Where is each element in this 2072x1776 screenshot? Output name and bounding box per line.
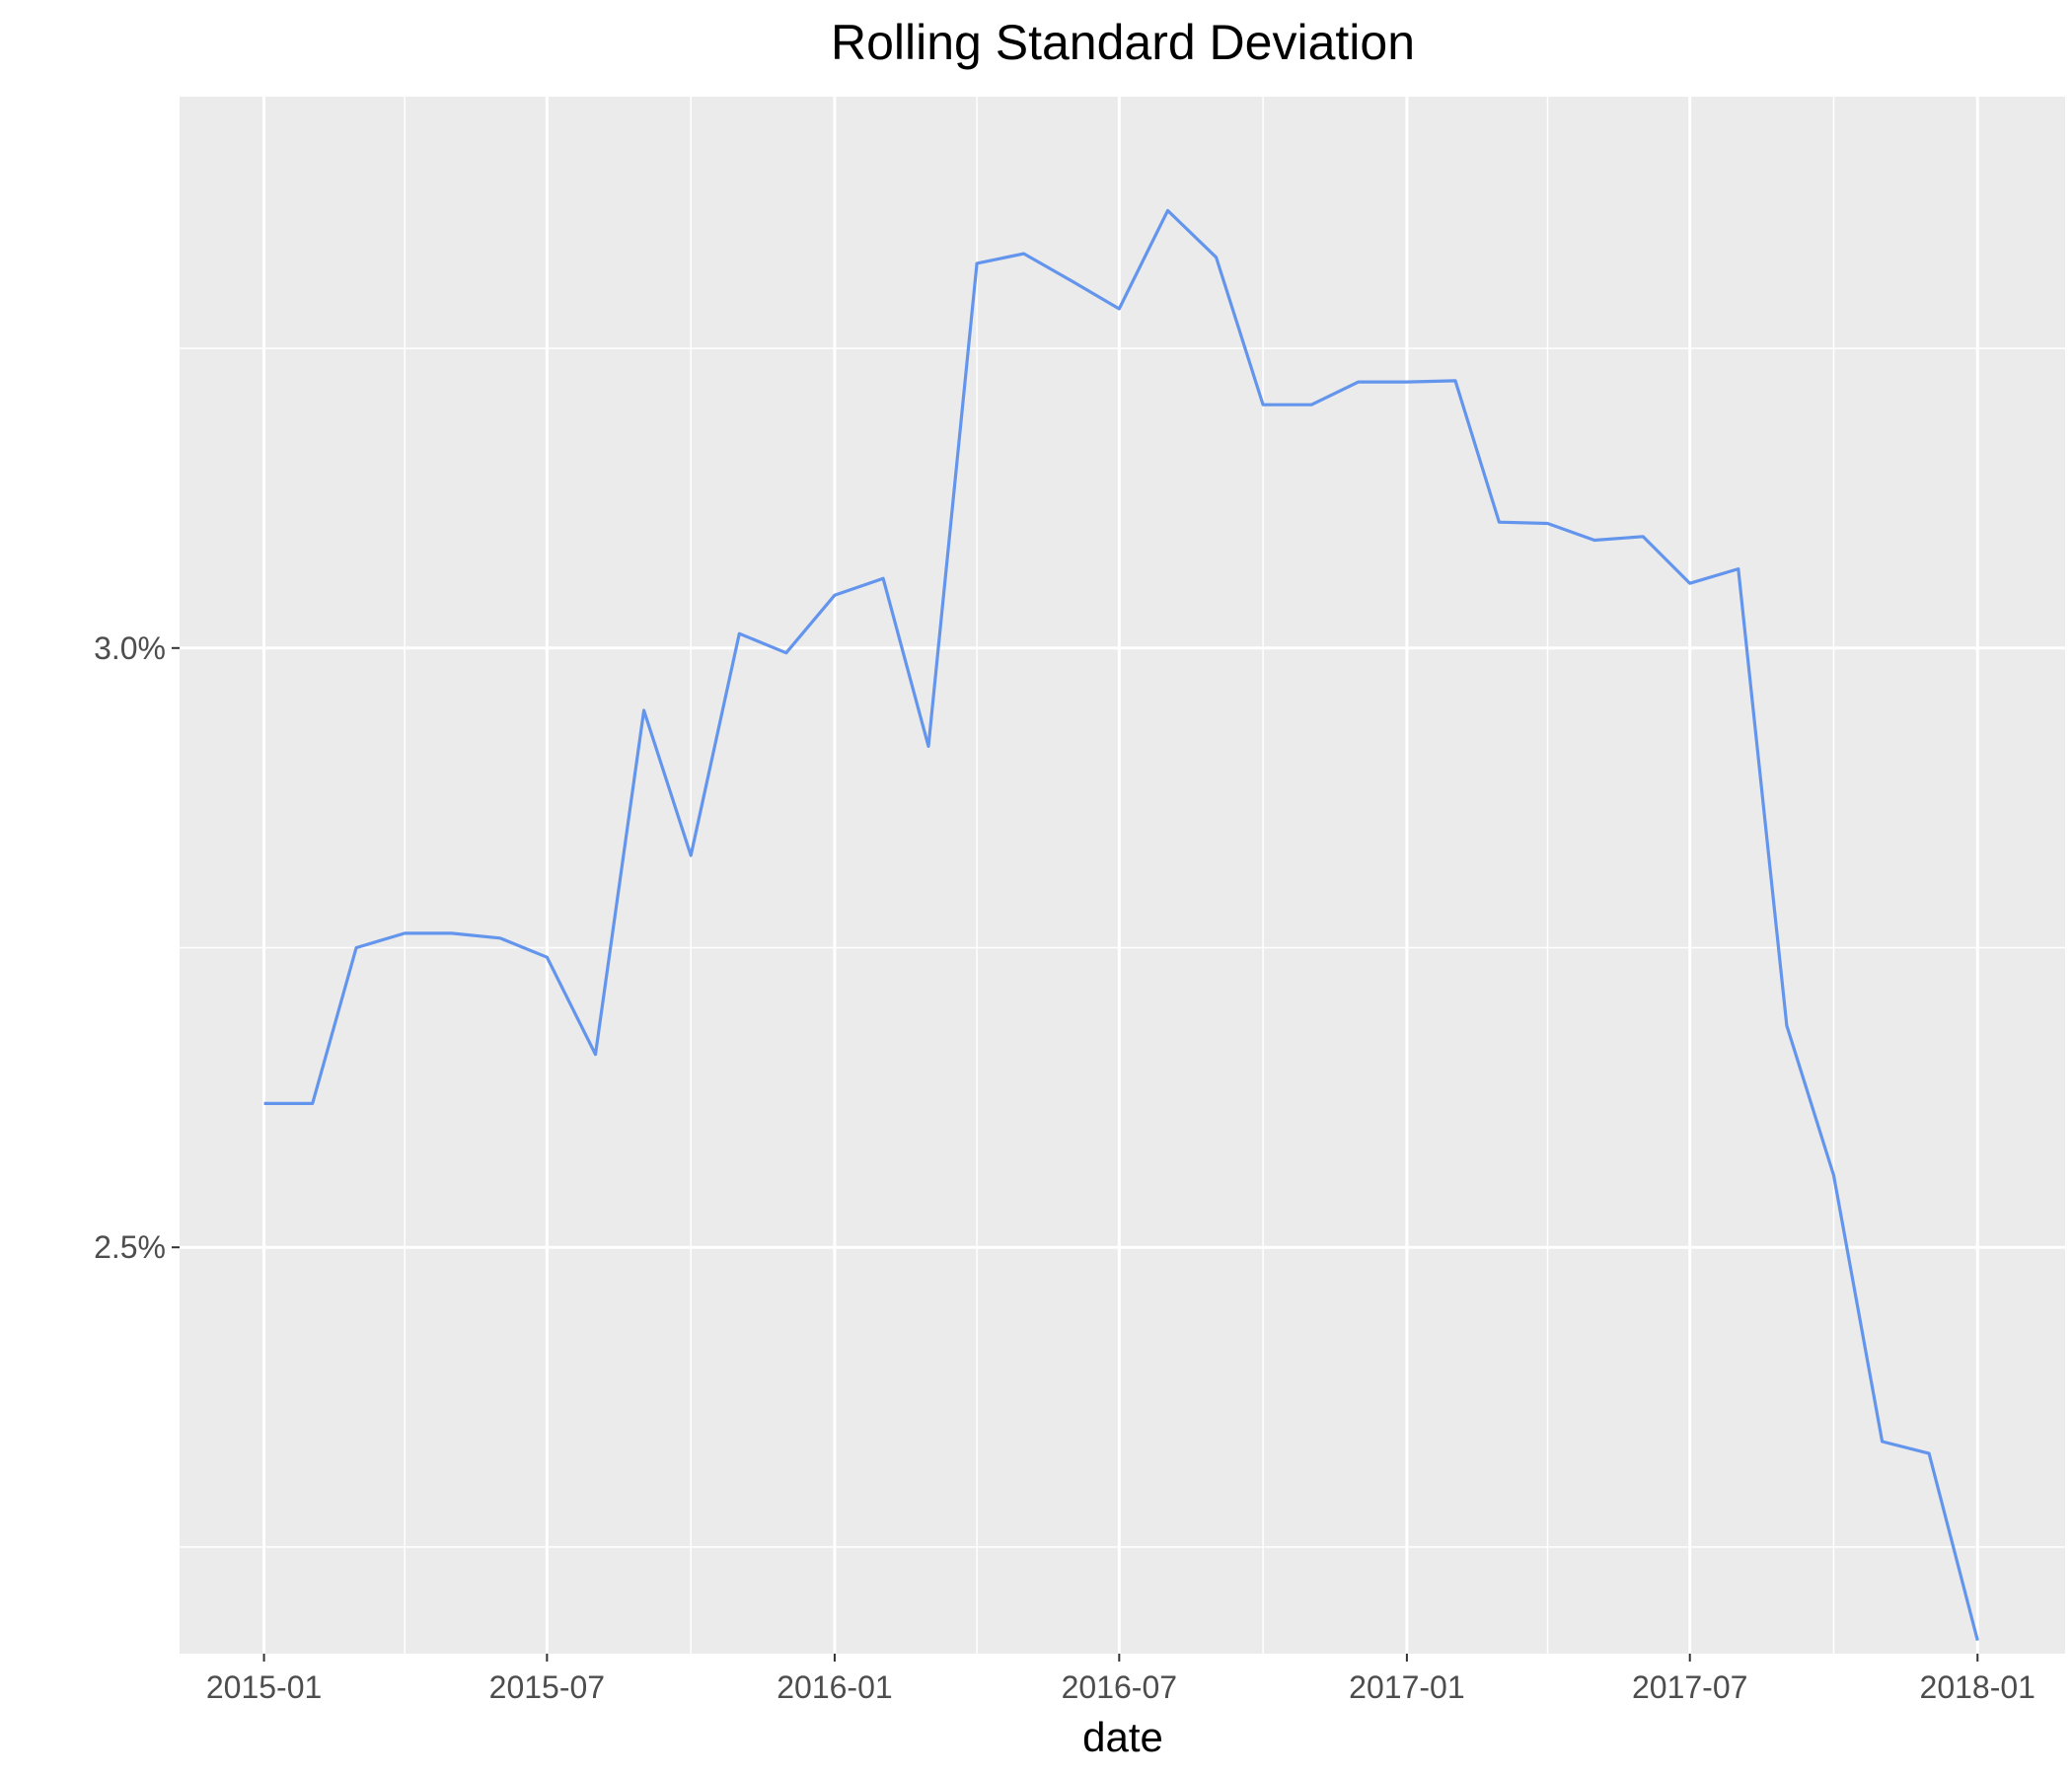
series-layer [263, 208, 1979, 1642]
x-tick-label: 2015-01 [206, 1669, 322, 1705]
series-line [263, 208, 1979, 1642]
x-axis: 2015-01 2015-07 2016-01 2016-07 2017-01 2017-… [206, 1654, 2035, 1705]
major-x-gridlines [262, 97, 1979, 1654]
y-tick-label: 2.5% [94, 1229, 166, 1265]
chart-title: Rolling Standard Deviation [831, 15, 1415, 70]
x-tick-label: 2016-01 [777, 1669, 892, 1705]
x-tick-label: 2017-01 [1349, 1669, 1464, 1705]
x-tick-label: 2018-01 [1920, 1669, 2035, 1705]
x-tick-label: 2017-07 [1632, 1669, 1747, 1705]
minor-y-gridlines [180, 347, 2065, 1548]
y-axis: 2.5% 3.0% [94, 630, 180, 1265]
x-tick-label: 2016-07 [1062, 1669, 1177, 1705]
y-tick-label: 3.0% [94, 630, 166, 666]
plot-panel [180, 97, 2065, 1654]
x-tick-label: 2015-07 [489, 1669, 605, 1705]
x-axis-title: date [1082, 1714, 1163, 1760]
minor-x-gridlines [404, 97, 1835, 1654]
major-y-gridlines [180, 646, 2065, 1249]
